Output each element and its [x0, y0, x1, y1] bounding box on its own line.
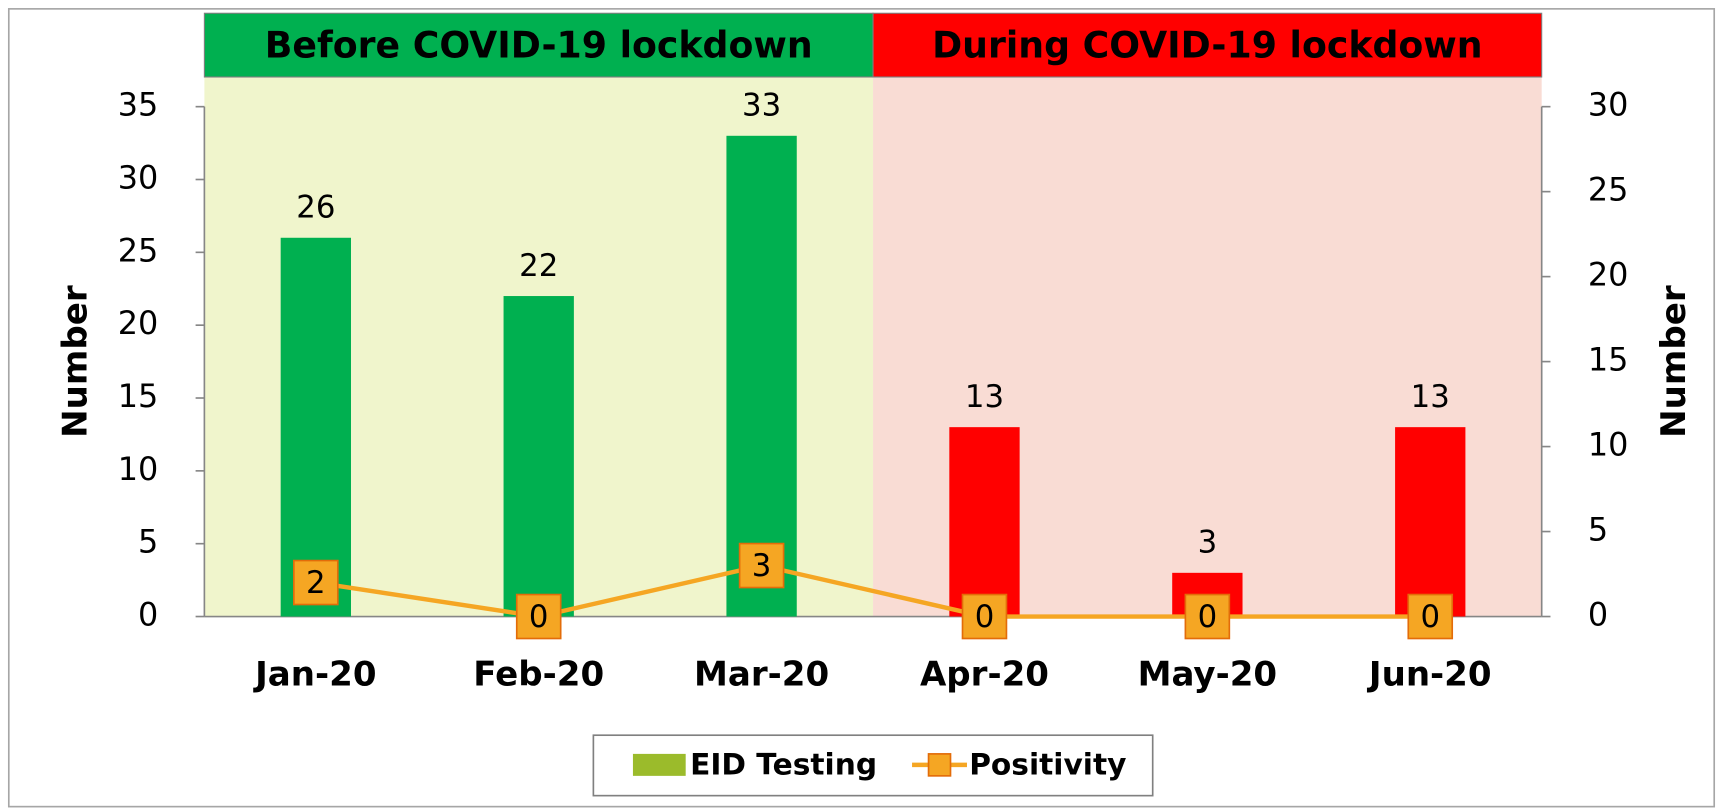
x-tick-label: Jun-20: [1367, 654, 1492, 694]
y2-tick-label: 20: [1588, 256, 1629, 294]
line-marker: [961, 593, 1008, 640]
y-tick-label: 20: [118, 304, 159, 342]
legend-label: Positivity: [969, 746, 1126, 781]
y-tick-label: 35: [118, 86, 159, 124]
bar: [1395, 427, 1466, 617]
y2-tick-label: 0: [1588, 596, 1608, 634]
y-tick-label: 15: [118, 377, 159, 415]
legend-box: [592, 734, 1154, 797]
legend-swatch-marker: [927, 753, 952, 777]
x-tick-label: Mar-20: [694, 654, 829, 694]
region-header: [872, 12, 1543, 78]
line-value-label: 0: [529, 599, 549, 635]
bar-value-label: 13: [965, 379, 1004, 415]
bar: [949, 427, 1020, 617]
y-tick-label: 25: [118, 231, 159, 269]
y2-tick-label: 30: [1588, 86, 1629, 124]
line-marker: [738, 542, 785, 589]
line-value-label: 3: [752, 548, 772, 584]
line-value-label: 0: [1198, 599, 1218, 635]
y2-axis-label: Number: [1654, 285, 1694, 438]
x-tick-label: May-20: [1138, 654, 1278, 694]
legend-swatch: [632, 753, 686, 776]
y-axis-label: Number: [55, 285, 95, 438]
y2-tick-label: 25: [1588, 171, 1629, 209]
y2-tick-label: 5: [1588, 511, 1608, 549]
bar-value-label: 22: [519, 248, 558, 284]
x-tick-label: Apr-20: [920, 654, 1049, 694]
legend-label: EID Testing: [690, 746, 877, 781]
bar-value-label: 33: [742, 88, 781, 124]
y-tick-label: 5: [138, 523, 158, 561]
bar-value-label: 13: [1411, 379, 1450, 415]
y2-tick-label: 15: [1588, 341, 1629, 379]
y-tick-label: 10: [118, 450, 159, 488]
y2-tick-label: 10: [1588, 426, 1629, 464]
y-tick-label: 0: [138, 596, 158, 634]
line-value-label: 0: [975, 599, 995, 635]
line-marker: [293, 559, 339, 606]
line-value-label: 0: [1420, 599, 1440, 635]
bar: [726, 135, 797, 617]
bar: [280, 237, 351, 617]
region-label: During COVID-19 lockdown: [932, 23, 1483, 66]
line-value-label: 2: [306, 565, 326, 601]
bar-value-label: 3: [1198, 525, 1218, 561]
x-tick-label: Jan-20: [253, 654, 376, 694]
y-tick-label: 30: [118, 158, 159, 196]
region-label: Before COVID-19 lockdown: [265, 23, 813, 66]
line-marker: [1184, 593, 1231, 640]
x-tick-label: Feb-20: [473, 654, 604, 694]
region-header: [203, 12, 874, 78]
line-marker: [515, 593, 562, 640]
bar: [503, 296, 574, 617]
bar-value-label: 26: [296, 190, 335, 226]
region-backgrounds: [203, 12, 1543, 617]
line: [315, 563, 1431, 619]
line-marker: [1407, 593, 1454, 640]
